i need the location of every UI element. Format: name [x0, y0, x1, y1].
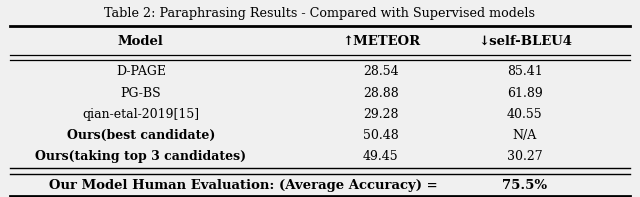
Text: 29.28: 29.28 [363, 108, 399, 121]
Text: 49.45: 49.45 [363, 150, 399, 163]
Text: 61.89: 61.89 [507, 87, 543, 100]
Text: PG-BS: PG-BS [120, 87, 161, 100]
Text: Ours(best candidate): Ours(best candidate) [67, 129, 215, 142]
Text: Table 2: Paraphrasing Results - Compared with Supervised models: Table 2: Paraphrasing Results - Compared… [104, 7, 536, 20]
Text: Ours(taking top 3 candidates): Ours(taking top 3 candidates) [35, 150, 246, 163]
Text: qian-etal-2019[15]: qian-etal-2019[15] [82, 108, 200, 121]
Text: 28.88: 28.88 [363, 87, 399, 100]
Text: ↑METEOR: ↑METEOR [342, 35, 420, 48]
Text: 30.27: 30.27 [507, 150, 543, 163]
Text: 75.5%: 75.5% [502, 179, 547, 192]
Text: 50.48: 50.48 [363, 129, 399, 142]
Text: 40.55: 40.55 [507, 108, 543, 121]
Text: N/A: N/A [513, 129, 537, 142]
Text: 85.41: 85.41 [507, 65, 543, 78]
Text: 28.54: 28.54 [363, 65, 399, 78]
Text: ↓self-BLEU4: ↓self-BLEU4 [478, 35, 572, 48]
Text: Our Model Human Evaluation: (Average Accuracy) =: Our Model Human Evaluation: (Average Acc… [49, 179, 438, 192]
Text: Model: Model [118, 35, 164, 48]
Text: D-PAGE: D-PAGE [116, 65, 166, 78]
